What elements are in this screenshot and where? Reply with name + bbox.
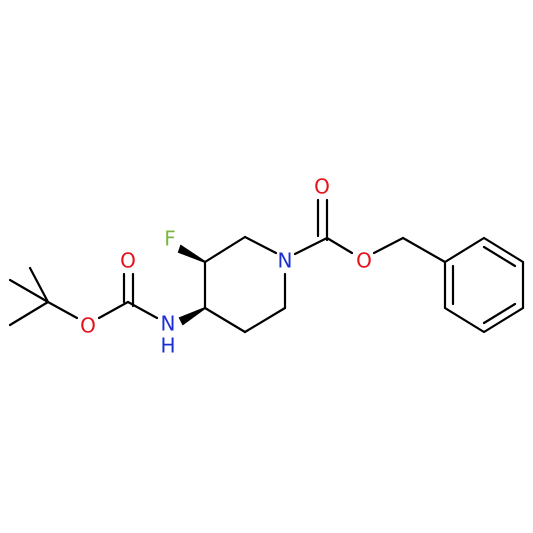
atom-label: O xyxy=(356,249,372,273)
bond xyxy=(28,266,50,304)
bond xyxy=(8,278,50,304)
bond xyxy=(243,235,278,255)
bond xyxy=(482,245,517,268)
wedge-bond xyxy=(178,307,206,326)
bond xyxy=(482,302,517,325)
bond xyxy=(372,236,405,255)
bond xyxy=(203,235,247,264)
bond xyxy=(325,236,354,255)
atom-label: O xyxy=(120,249,136,273)
wedge-bond xyxy=(177,244,206,263)
atom-label: O xyxy=(314,175,330,199)
benzene-ring xyxy=(443,236,525,334)
bond xyxy=(293,236,329,256)
atom-label: O xyxy=(80,314,96,338)
bond xyxy=(8,300,50,327)
atom-label: N xyxy=(161,312,176,336)
atom-label: N xyxy=(278,249,293,273)
bond xyxy=(97,300,130,320)
bond xyxy=(203,306,247,334)
atom-label: H xyxy=(160,334,175,358)
atom-label: F xyxy=(164,227,176,251)
bond xyxy=(401,236,447,264)
bond xyxy=(46,300,79,320)
bonds xyxy=(8,198,525,334)
bond xyxy=(243,306,287,334)
